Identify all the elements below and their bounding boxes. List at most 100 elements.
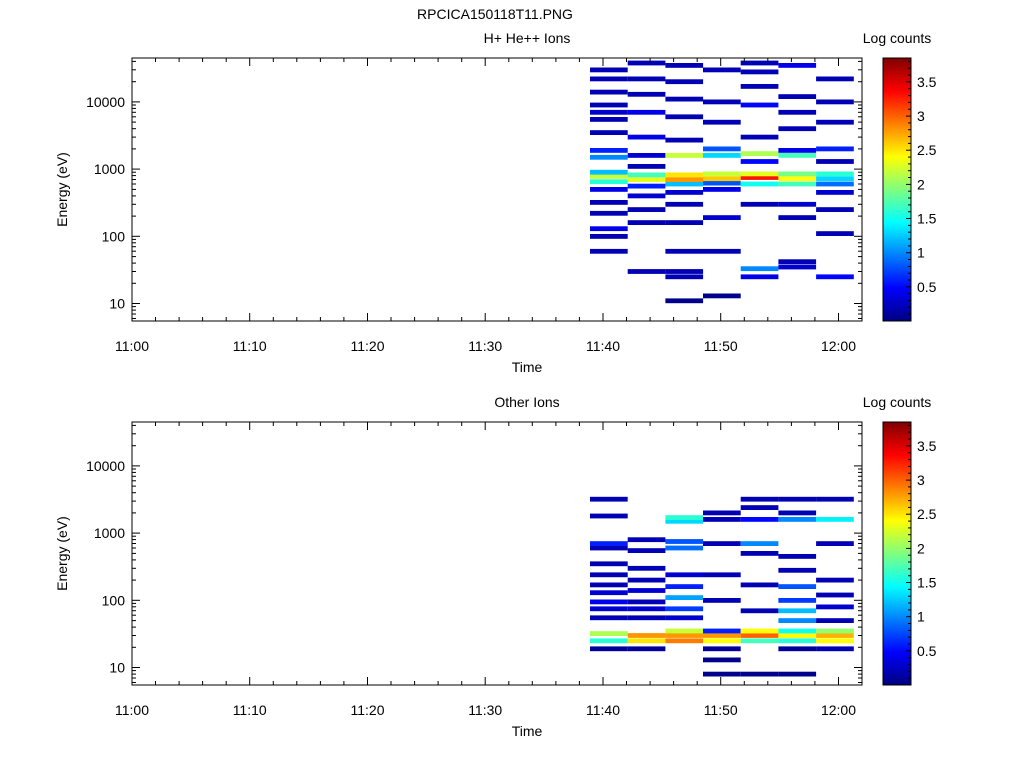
panel-title: Other Ions xyxy=(494,394,559,410)
heatmap-cell xyxy=(627,60,666,66)
heatmap-cell xyxy=(665,96,704,102)
heatmap-cell xyxy=(590,646,628,652)
heatmap-cell xyxy=(778,176,817,182)
colorbar-tick-label: 3 xyxy=(917,472,925,488)
heatmap-cell xyxy=(665,63,704,68)
colorbar-tick-label: 1 xyxy=(917,609,925,625)
heatmap-cell xyxy=(740,551,779,556)
heatmap-cell xyxy=(590,210,628,216)
heatmap-cell xyxy=(703,657,741,663)
heatmap-cell xyxy=(778,201,817,207)
heatmap-cell xyxy=(627,134,666,140)
heatmap-cell xyxy=(778,181,817,187)
y-ticks xyxy=(132,60,862,319)
heatmap-cell xyxy=(740,517,779,522)
heatmap-cell xyxy=(740,134,779,140)
heatmap-cell xyxy=(665,181,704,187)
y-ticks xyxy=(132,424,862,683)
colorbar-tick-label: 2.5 xyxy=(917,142,937,158)
heatmap-cell xyxy=(740,84,779,89)
heatmap-cell xyxy=(740,633,779,638)
heatmap-cell xyxy=(703,153,741,158)
colorbar-tick-label: 1.5 xyxy=(917,575,937,591)
colorbar-tick-label: 0.5 xyxy=(917,643,937,659)
colorbar: 0.5 1 1.5 2 2.5 3 3.5 xyxy=(882,421,937,686)
heatmap-cell xyxy=(590,234,628,239)
x-ticks xyxy=(131,58,863,321)
heatmap-cell xyxy=(778,608,817,614)
heatmap-cell xyxy=(816,517,854,522)
heatmap-cell xyxy=(778,153,817,158)
heatmap-cell xyxy=(740,181,779,187)
heatmap-cell xyxy=(778,215,817,220)
heatmap-cell xyxy=(816,646,854,652)
heatmap-cell xyxy=(627,164,666,169)
heatmap-cell xyxy=(627,172,666,178)
y-axis-label: Energy (eV) xyxy=(54,152,70,227)
heatmap-cell xyxy=(778,517,817,522)
heatmap-cell xyxy=(740,638,779,644)
colorbar-tick-label: 3 xyxy=(917,108,925,124)
heatmap-cell xyxy=(590,631,628,636)
x-tick-label: 11:50 xyxy=(704,702,738,718)
heatmap-cell xyxy=(627,537,666,543)
y-tick-label: 100 xyxy=(102,592,126,608)
heatmap-cell xyxy=(665,153,704,158)
panel-title: H+ He++ Ions xyxy=(484,30,571,46)
colorbar: 0.5 1 1.5 2 2.5 3 3.5 xyxy=(882,57,937,322)
heatmap-cell xyxy=(627,638,666,644)
x-tick-label: 11:00 xyxy=(115,338,149,354)
heatmap-cell xyxy=(778,598,817,603)
heatmap-cell xyxy=(665,201,704,207)
heatmap-cells xyxy=(590,60,854,304)
heatmap-cell xyxy=(816,171,854,177)
panel-1: H+ He++ Ions Log counts Time Energy (eV) 10 1… xyxy=(54,30,937,375)
heatmap-cell xyxy=(665,248,704,254)
x-tick-label: 11:20 xyxy=(351,338,385,354)
heatmap-cell xyxy=(740,541,779,546)
heatmap-cell xyxy=(703,638,741,644)
heatmap-cell xyxy=(665,220,704,225)
heatmap-cell xyxy=(816,541,854,546)
heatmap-cell xyxy=(740,60,779,66)
heatmap-cell xyxy=(590,102,628,108)
heatmap-cell xyxy=(816,181,854,187)
heatmap-cell xyxy=(703,646,741,652)
heatmap-cell xyxy=(627,153,666,158)
x-tick-label: 11:30 xyxy=(468,338,502,354)
heatmap-cell xyxy=(703,598,741,603)
y-tick-label: 10000 xyxy=(86,94,125,110)
heatmap-cell xyxy=(590,148,628,153)
heatmap-cell xyxy=(778,646,817,652)
heatmap-cell xyxy=(627,615,666,621)
heatmap-cell xyxy=(590,541,628,546)
heatmap-cell xyxy=(590,226,628,232)
heatmap-cell xyxy=(778,567,817,573)
heatmap-cell xyxy=(740,582,779,588)
heatmap-cell xyxy=(740,505,779,510)
heatmap-cell xyxy=(703,293,741,299)
y-tick-label: 100 xyxy=(102,228,126,244)
heatmap-cell xyxy=(590,599,628,605)
heatmap-cell xyxy=(665,615,704,621)
heatmap-cell xyxy=(703,215,741,220)
colorbar-tick-label: 2.5 xyxy=(917,506,937,522)
heatmap-cell xyxy=(590,200,628,205)
heatmap-cell xyxy=(627,588,666,593)
heatmap-cell xyxy=(665,269,704,274)
heatmap-cell xyxy=(627,177,666,182)
heatmap-cell xyxy=(590,67,628,73)
heatmap-cell xyxy=(665,633,704,638)
colorbar-scale xyxy=(882,421,912,686)
heatmap-cell xyxy=(627,646,666,652)
heatmap-cell xyxy=(778,584,817,589)
heatmap-cell xyxy=(816,231,854,236)
heatmap-cell xyxy=(816,618,854,623)
heatmap-cell xyxy=(590,169,628,175)
colorbar-tick-label: 0.5 xyxy=(917,279,937,295)
heatmap-cell xyxy=(590,248,628,254)
heatmap-cell xyxy=(778,496,817,502)
colorbar-tick-label: 2 xyxy=(917,176,925,192)
colorbar-tick-label: 1 xyxy=(917,245,925,261)
